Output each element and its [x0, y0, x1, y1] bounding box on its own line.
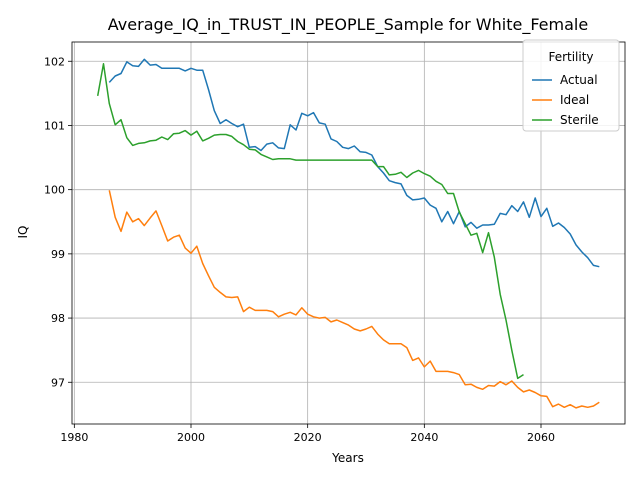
axes-frame	[71, 41, 626, 425]
legend-box	[522, 39, 620, 132]
series-line-actual	[108, 58, 600, 268]
y-tick-label: 99	[51, 248, 65, 261]
x-axis-label: Years	[331, 451, 364, 465]
x-tick-label: 2060	[527, 431, 555, 444]
legend-label-actual: Actual	[560, 73, 598, 87]
x-tick-label: 2040	[410, 431, 438, 444]
x-tick-label: 2000	[177, 431, 205, 444]
y-tick-label: 97	[51, 376, 65, 389]
legend-label-ideal: Ideal	[560, 93, 589, 107]
legend-items: Actual Ideal Sterile	[532, 73, 599, 127]
series-line-sterile	[96, 63, 524, 380]
x-tick-label: 1980	[60, 431, 88, 444]
legend-title: Fertility	[548, 50, 593, 64]
x-axis-ticks: 1980 2000 2020 2040 2060	[60, 424, 555, 444]
y-axis-label: IQ	[16, 226, 30, 239]
y-tick-label: 98	[51, 312, 65, 325]
y-tick-label: 102	[44, 55, 65, 68]
y-tick-label: 101	[44, 119, 65, 132]
legend: Fertility Actual Ideal Sterile	[522, 39, 620, 132]
y-tick-label: 100	[44, 184, 65, 197]
series-line-ideal	[108, 190, 600, 409]
x-tick-label: 2020	[294, 431, 322, 444]
y-axis-ticks: 97 98 99 100 101 102	[44, 55, 72, 389]
series-lines	[96, 58, 600, 409]
legend-label-sterile: Sterile	[560, 113, 599, 127]
chart-title: Average_IQ_in_TRUST_IN_PEOPLE_Sample for…	[108, 15, 588, 35]
